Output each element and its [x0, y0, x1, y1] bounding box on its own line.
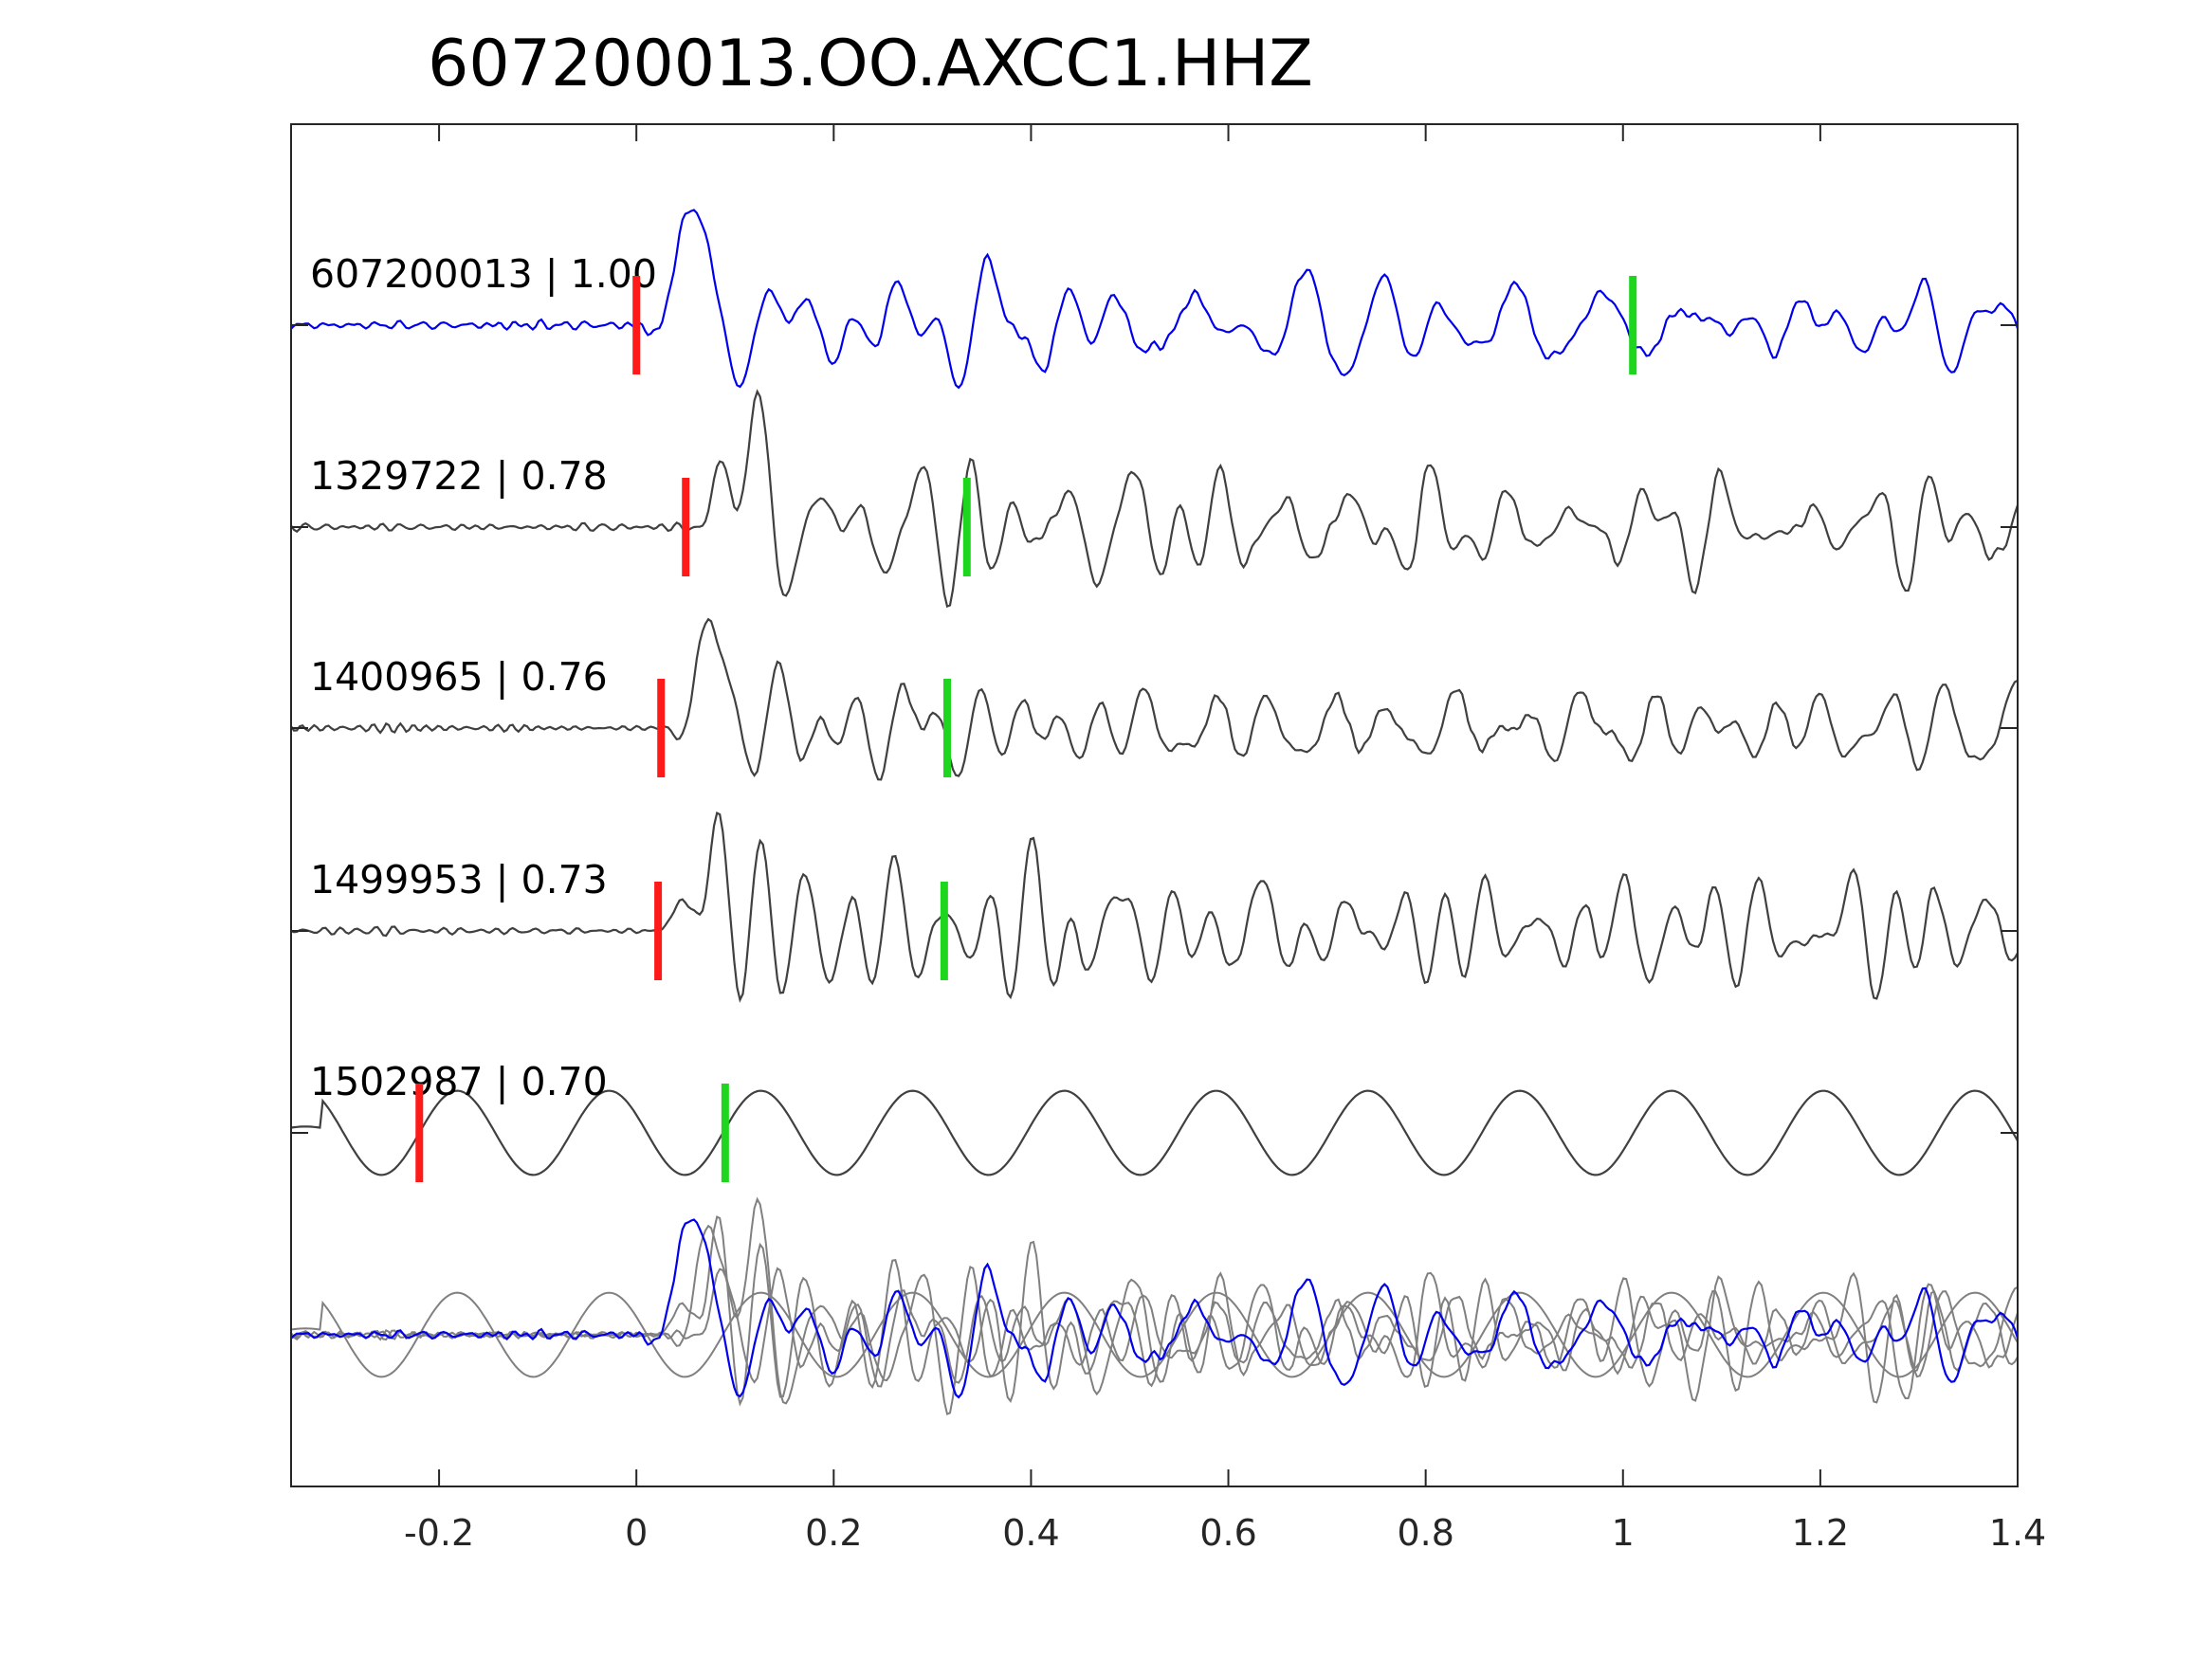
- trace-line-1502987: [290, 1089, 2019, 1176]
- xtick-label: 1.4: [1989, 1512, 2046, 1554]
- trace-label-1400965: 1400965 | 0.76: [310, 654, 608, 700]
- xtick-label: 1: [1612, 1512, 1635, 1554]
- xtick-label: 0.6: [1199, 1512, 1256, 1554]
- trace-label-1329722: 1329722 | 0.78: [310, 453, 608, 499]
- trace-label-1502987: 1502987 | 0.70: [310, 1059, 608, 1104]
- plot-area: 607200013 | 1.00 1329722 | 0.78 1400965 | …: [290, 209, 2020, 1415]
- stack-trace-line-1502987: [290, 1291, 2019, 1378]
- stack-trace-line-607200013: [290, 1218, 2020, 1399]
- xtick-label: -0.2: [404, 1512, 474, 1554]
- xtick-label: 1.2: [1792, 1512, 1849, 1554]
- trace-label-607200013: 607200013 | 1.00: [310, 251, 657, 297]
- xtick-label: 0.8: [1397, 1512, 1453, 1554]
- trace-line-1499953: [290, 811, 2019, 1003]
- xtick-label: 0.4: [1002, 1512, 1059, 1554]
- xtick-label: 0: [625, 1512, 648, 1554]
- trace-line-1400965: [290, 617, 2019, 781]
- trace-label-1499953: 1499953 | 0.73: [310, 857, 608, 902]
- trace-line-607200013: [290, 209, 2020, 390]
- axes-box: [290, 123, 2019, 1487]
- xtick-label: 0.2: [805, 1512, 862, 1554]
- axes: -0.2 0 0.2 0.4 0.6 0.8 1 1.2 1.4: [290, 123, 2046, 1554]
- trace-line-1329722: [290, 389, 2020, 609]
- chart-title: 607200013.OO.AXCC1.HHZ: [428, 27, 1313, 101]
